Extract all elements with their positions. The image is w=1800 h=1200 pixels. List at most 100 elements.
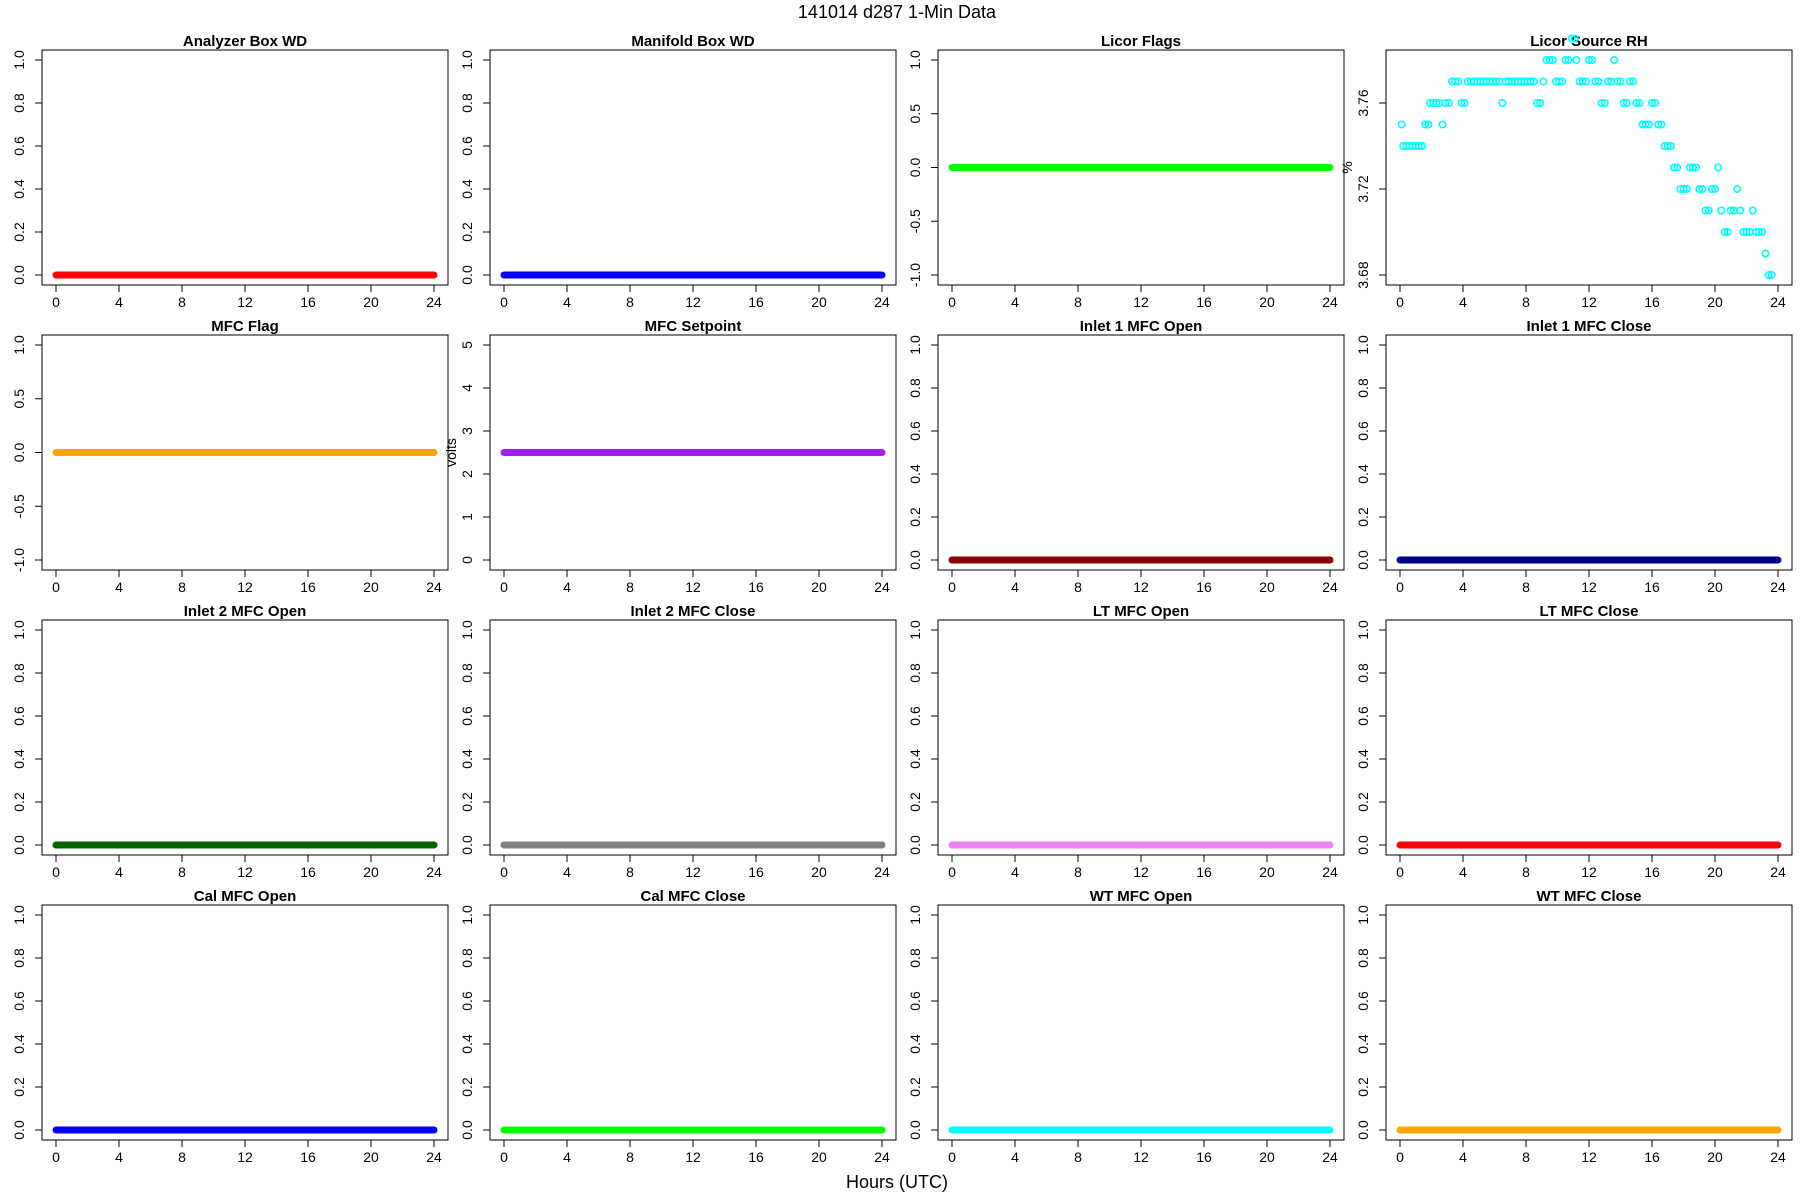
y-tick-label: 0.0: [1355, 1120, 1371, 1140]
y-tick-label: 0.8: [459, 663, 475, 683]
y-tick-label: 0.6: [1355, 706, 1371, 726]
data-point: [1635, 99, 1644, 108]
data-point: [1498, 99, 1507, 108]
panel-title: WT MFC Open: [1090, 888, 1192, 905]
x-tick-label: 20: [363, 294, 379, 310]
data-point: [1613, 77, 1622, 86]
data-point: [1460, 99, 1469, 108]
y-tick-label: 0.4: [459, 179, 475, 199]
x-tick-label: 0: [52, 1149, 60, 1165]
x-tick-label: 20: [1707, 294, 1723, 310]
y-tick-label: 0.0: [459, 265, 475, 285]
x-tick-label: 0: [52, 864, 60, 880]
x-tick-label: 12: [1133, 579, 1149, 595]
y-tick-label: 1.0: [1355, 905, 1371, 925]
x-tick-label: 4: [563, 294, 571, 310]
y-tick-label: 1.0: [1355, 335, 1371, 355]
x-tick-label: 4: [1011, 294, 1019, 310]
x-tick-label: 12: [1133, 294, 1149, 310]
panel-title: Licor Source RH: [1530, 33, 1648, 50]
x-tick-label: 8: [626, 294, 634, 310]
y-tick-label: 0.0: [907, 158, 923, 178]
data-point: [1451, 77, 1460, 86]
panel: WT MFC Close 0 4 8 12 16 20 24 0.0 0.2 0.4 0.6 0.8 1.…: [1355, 888, 1793, 1165]
panel-title: Cal MFC Open: [194, 888, 297, 905]
x-tick-label: 20: [811, 864, 827, 880]
data-point: [1588, 55, 1597, 64]
x-tick-label: 4: [115, 579, 123, 595]
y-tick-label: 0.0: [459, 1120, 475, 1140]
plot-frame: [489, 619, 897, 856]
panel-title: LT MFC Open: [1093, 603, 1189, 620]
data-point: [1767, 270, 1776, 279]
y-tick-label: 0.8: [459, 948, 475, 968]
x-tick-label: 8: [1522, 579, 1530, 595]
data-point: [1438, 120, 1447, 129]
data-point: [1742, 228, 1751, 237]
x-tick-label: 8: [1522, 1149, 1530, 1165]
x-tick-label: 0: [500, 294, 508, 310]
x-tick-label: 12: [1581, 294, 1597, 310]
plot-frame: [1385, 904, 1793, 1141]
y-tick-label: 2: [459, 470, 475, 478]
y-tick-label: 0.6: [11, 136, 27, 156]
plot-frame: [41, 619, 449, 856]
plot-frame: [1385, 619, 1793, 856]
data-point: [1536, 99, 1545, 108]
data-point: [1533, 99, 1542, 108]
x-tick-label: 12: [237, 579, 253, 595]
data-point: [1597, 99, 1606, 108]
y-tick-label: 0.6: [907, 706, 923, 726]
data-point: [1695, 185, 1704, 194]
x-tick-label: 8: [178, 579, 186, 595]
y-tick-label: 0.8: [907, 378, 923, 398]
x-tick-label: 0: [1396, 1149, 1404, 1165]
y-tick-label: 1.0: [907, 620, 923, 640]
data-point: [1578, 77, 1587, 86]
y-tick-label: 0.6: [459, 991, 475, 1011]
x-tick-label: 8: [1074, 864, 1082, 880]
x-tick-label: 0: [948, 1149, 956, 1165]
x-tick-label: 4: [1459, 1149, 1467, 1165]
y-tick-label: 0.2: [11, 222, 27, 242]
x-tick-label: 24: [426, 294, 442, 310]
data-point: [1564, 55, 1573, 64]
data-point: [1619, 99, 1628, 108]
x-tick-label: 8: [626, 1149, 634, 1165]
y-tick-label: 0.2: [907, 507, 923, 527]
data-point: [1701, 206, 1710, 215]
data-point: [1692, 163, 1701, 172]
x-tick-label: 0: [500, 864, 508, 880]
y-tick-label: 1.0: [11, 50, 27, 70]
panel-title: Manifold Box WD: [631, 33, 754, 50]
panel-title: Inlet 2 MFC Close: [630, 603, 755, 620]
x-tick-label: 8: [178, 1149, 186, 1165]
y-tick-label: 0.4: [907, 464, 923, 484]
x-tick-label: 12: [685, 864, 701, 880]
x-tick-label: 12: [685, 294, 701, 310]
plot-frame: [41, 904, 449, 1141]
y-tick-label: 0.6: [459, 136, 475, 156]
y-tick-label: 0.2: [1355, 792, 1371, 812]
y-tick-label: 0.8: [11, 663, 27, 683]
x-tick-label: 24: [874, 579, 890, 595]
plot-frame: [489, 904, 897, 1141]
data-point: [1444, 99, 1453, 108]
x-tick-label: 24: [426, 864, 442, 880]
x-tick-label: 8: [626, 579, 634, 595]
data-point: [1529, 77, 1538, 86]
panel: Inlet 1 MFC Open 0 4 8 12 16 20 24 0.0 0.2 0.4 0.6 0…: [907, 318, 1345, 595]
panel: Inlet 1 MFC Close 0 4 8 12 16 20 24 0.0 0.2 0.4 0.6…: [1355, 318, 1793, 595]
y-tick-label: 0.6: [459, 706, 475, 726]
x-tick-label: 24: [1770, 1149, 1786, 1165]
panel: Inlet 2 MFC Open 0 4 8 12 16 20 24 0.0 0.2 0.4 0.6 0…: [11, 603, 449, 880]
data-point: [1594, 77, 1603, 86]
y-tick-label: 1.0: [907, 50, 923, 70]
plot-frame: [1385, 334, 1793, 571]
x-tick-label: 20: [363, 579, 379, 595]
x-tick-label: 4: [115, 294, 123, 310]
y-tick-label: 0.6: [907, 421, 923, 441]
data-point: [1673, 163, 1682, 172]
y-axis-label: %: [1339, 161, 1355, 173]
